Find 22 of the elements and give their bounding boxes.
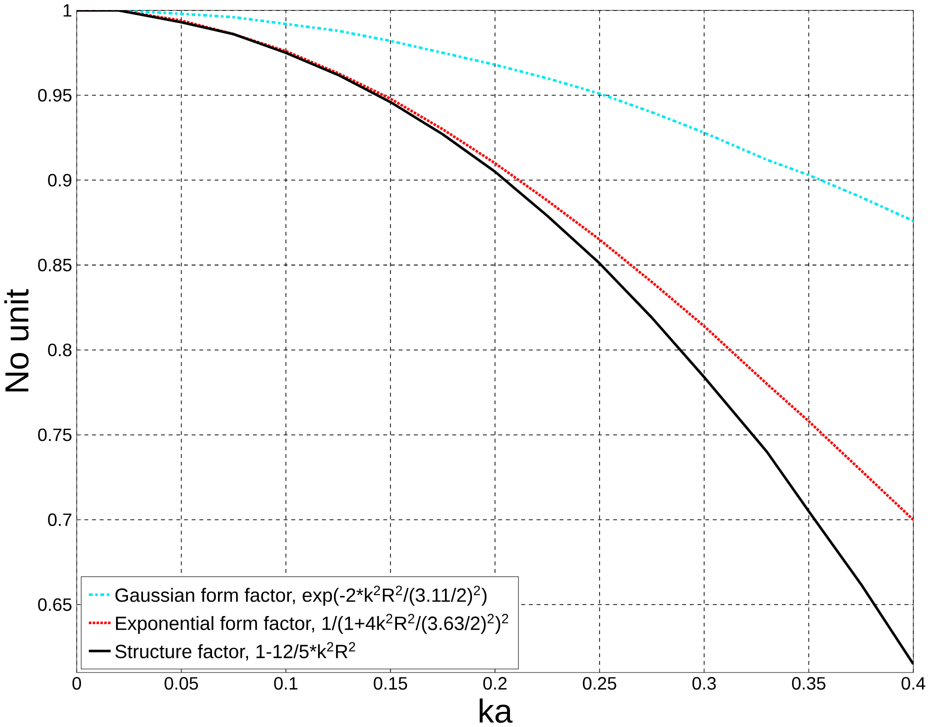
x-tick-label: 0.1 <box>274 676 298 690</box>
x-axis-title: ka <box>480 698 513 723</box>
y-tick-label: 0.85 <box>38 258 72 272</box>
legend-label: Exponential form factor, 1/(1+4k$^{2}$R$^{2}$/(3.63/2)$^{2}$)$^{2}$ <box>116 614 508 634</box>
y-tick-label: 0.9 <box>48 174 72 186</box>
x-tick-label: 0.2 <box>483 676 507 690</box>
x-tick-label: 0.35 <box>792 676 826 690</box>
y-axis-title: No unit <box>4 289 29 392</box>
y-tick-label: 0.65 <box>38 598 72 611</box>
x-tick-label: 0.4 <box>902 676 926 690</box>
y-tick-label: 0.75 <box>38 428 72 442</box>
x-tick-label: 0.05 <box>164 676 198 690</box>
x-tick-label: 0 <box>72 676 82 690</box>
y-tick-label: 0.8 <box>48 344 72 356</box>
legend-label: Gaussian form factor, exp(-2*k$^{2}$R$^{2}$/(3.11/2)$^{2}$) <box>115 586 486 606</box>
legend-label: Structure factor, 1-12/5*k$^{2}$R$^{2}$ <box>115 642 356 660</box>
x-tick-label: 0.15 <box>374 676 408 690</box>
x-tick-label: 0.25 <box>582 676 616 690</box>
x-tick-label: 0.3 <box>692 676 716 690</box>
y-tick-label: 0.7 <box>48 513 72 526</box>
y-tick-label: 1 <box>64 4 72 17</box>
y-tick-label: 0.95 <box>38 88 72 102</box>
